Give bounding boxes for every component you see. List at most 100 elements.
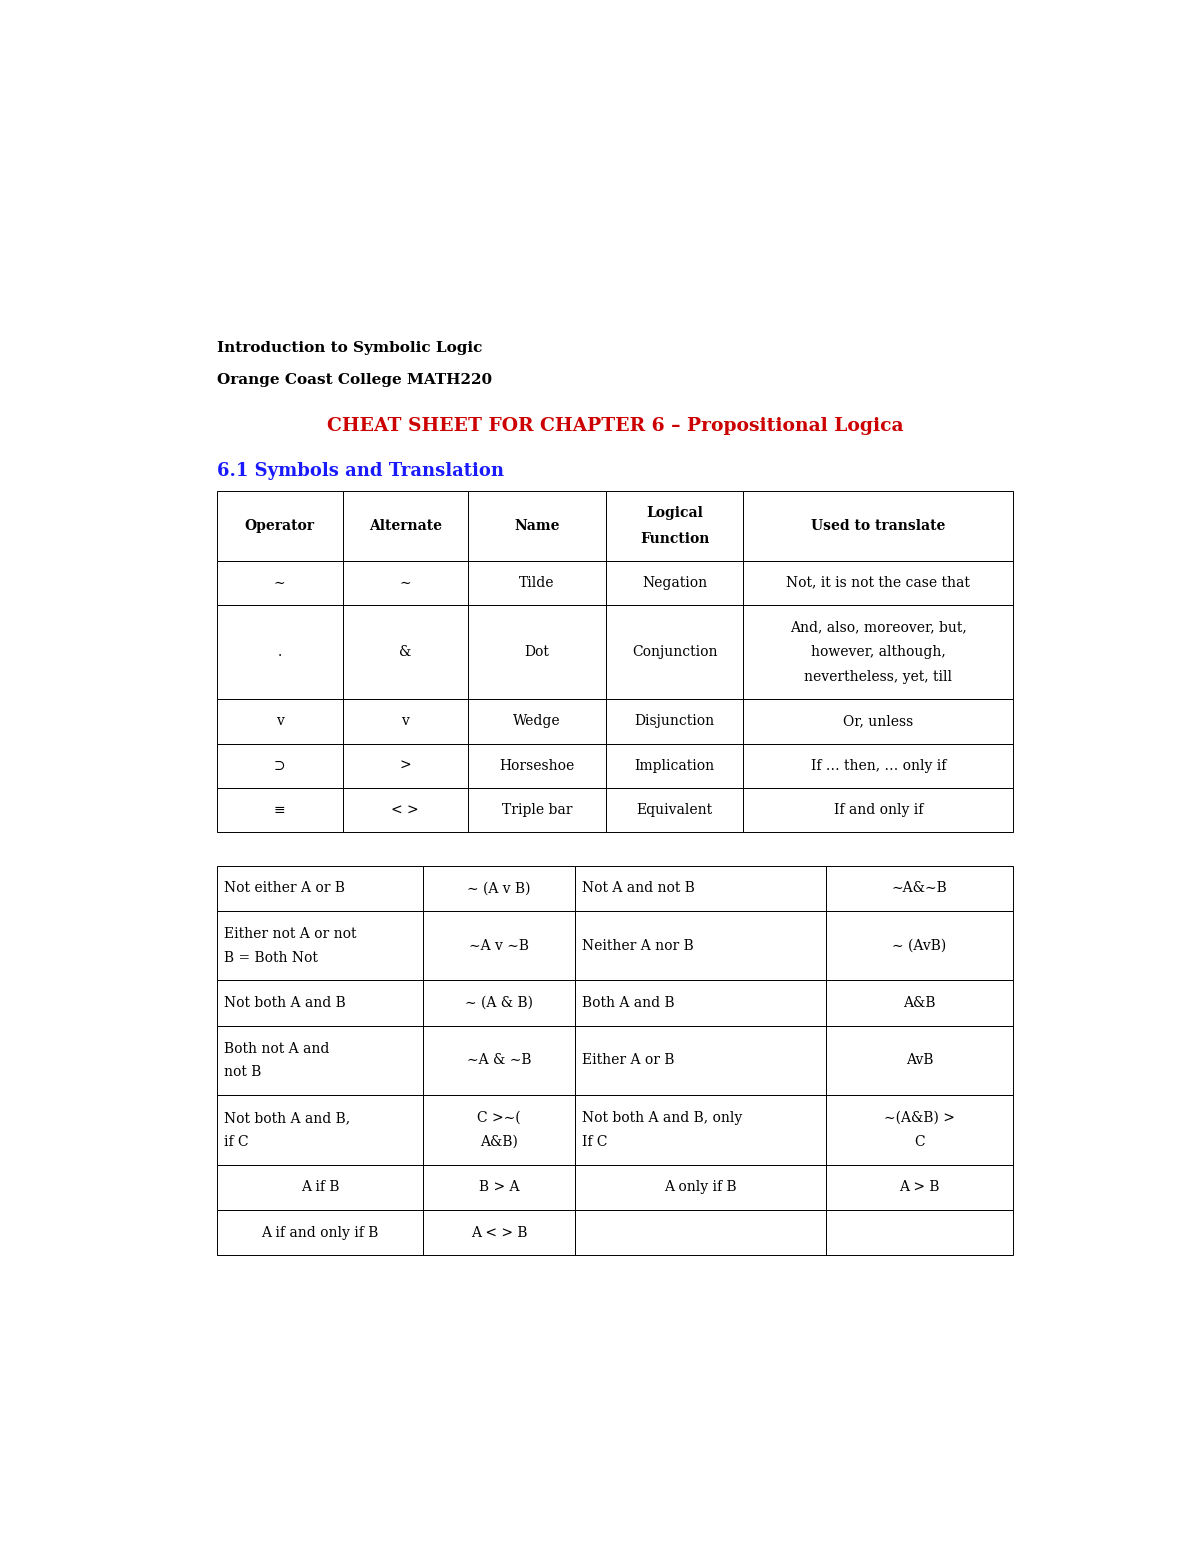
Text: ∼ (AvB): ∼ (AvB) xyxy=(893,938,947,952)
Bar xyxy=(468,699,606,744)
Bar xyxy=(826,1095,1013,1165)
Bar xyxy=(217,699,342,744)
Text: ⊃: ⊃ xyxy=(274,759,286,773)
Text: Negation: Negation xyxy=(642,576,707,590)
Text: ∼: ∼ xyxy=(274,576,286,590)
Text: Function: Function xyxy=(640,531,709,545)
Bar xyxy=(826,1165,1013,1210)
Text: A if B: A if B xyxy=(301,1180,340,1194)
Text: 6.1 Symbols and Translation: 6.1 Symbols and Translation xyxy=(217,461,504,480)
Text: ≡: ≡ xyxy=(274,803,286,817)
Text: If and only if: If and only if xyxy=(834,803,923,817)
Text: >: > xyxy=(400,759,412,773)
Text: Orange Coast College MATH220: Orange Coast College MATH220 xyxy=(217,373,492,387)
Text: < >: < > xyxy=(391,803,419,817)
Text: ∼(A&B) >: ∼(A&B) > xyxy=(884,1110,955,1124)
Bar xyxy=(743,491,1013,561)
Text: ∼A&∼B: ∼A&∼B xyxy=(892,881,948,895)
Bar xyxy=(743,561,1013,604)
Text: .: . xyxy=(277,644,282,658)
Bar xyxy=(342,744,468,787)
Bar xyxy=(826,1210,1013,1255)
Bar xyxy=(217,491,342,561)
Text: Not both A and B,: Not both A and B, xyxy=(224,1110,350,1124)
Text: A > B: A > B xyxy=(899,1180,940,1194)
Bar xyxy=(826,912,1013,980)
Text: B = Both Not: B = Both Not xyxy=(224,950,318,964)
Bar xyxy=(217,865,424,912)
Text: Implication: Implication xyxy=(635,759,714,773)
Bar xyxy=(606,491,743,561)
Text: Used to translate: Used to translate xyxy=(811,519,946,533)
Text: Or, unless: Or, unless xyxy=(844,714,913,728)
Text: &: & xyxy=(400,644,412,658)
Bar xyxy=(217,787,342,832)
Bar xyxy=(424,1210,575,1255)
Text: if C: if C xyxy=(224,1135,250,1149)
Text: If … then, … only if: If … then, … only if xyxy=(810,759,946,773)
Bar xyxy=(575,1027,826,1095)
Bar xyxy=(424,912,575,980)
Text: however, although,: however, although, xyxy=(811,644,946,658)
Bar xyxy=(826,980,1013,1027)
Text: C: C xyxy=(914,1135,925,1149)
Bar xyxy=(424,865,575,912)
Bar xyxy=(826,865,1013,912)
Bar xyxy=(217,561,342,604)
Text: A only if B: A only if B xyxy=(665,1180,737,1194)
Bar xyxy=(217,1210,424,1255)
Bar xyxy=(342,561,468,604)
Text: Not A and not B: Not A and not B xyxy=(582,881,695,895)
Bar xyxy=(575,865,826,912)
Text: nevertheless, yet, till: nevertheless, yet, till xyxy=(804,671,952,685)
Text: AvB: AvB xyxy=(906,1053,934,1067)
Text: If C: If C xyxy=(582,1135,608,1149)
Bar xyxy=(606,787,743,832)
Text: ∼: ∼ xyxy=(400,576,412,590)
Text: Introduction to Symbolic Logic: Introduction to Symbolic Logic xyxy=(217,340,482,354)
Text: ∼ (A v B): ∼ (A v B) xyxy=(468,881,530,895)
Bar xyxy=(575,980,826,1027)
Text: Equivalent: Equivalent xyxy=(636,803,713,817)
Text: ∼ (A & B): ∼ (A & B) xyxy=(466,995,533,1009)
Text: Triple bar: Triple bar xyxy=(502,803,572,817)
Bar xyxy=(575,1210,826,1255)
Text: Tilde: Tilde xyxy=(520,576,554,590)
Bar xyxy=(342,606,468,699)
Bar xyxy=(606,744,743,787)
Text: ∼A & ∼B: ∼A & ∼B xyxy=(467,1053,532,1067)
Bar xyxy=(217,606,342,699)
Bar xyxy=(826,1027,1013,1095)
Text: Wedge: Wedge xyxy=(514,714,560,728)
Bar xyxy=(575,1165,826,1210)
Bar xyxy=(743,606,1013,699)
Bar xyxy=(606,561,743,604)
Text: A&B): A&B) xyxy=(480,1135,518,1149)
Text: Disjunction: Disjunction xyxy=(635,714,714,728)
Bar xyxy=(217,744,342,787)
Bar xyxy=(468,561,606,604)
Text: Name: Name xyxy=(514,519,559,533)
Bar xyxy=(606,699,743,744)
Text: Dot: Dot xyxy=(524,644,550,658)
Bar xyxy=(468,491,606,561)
Bar xyxy=(468,744,606,787)
Text: Operator: Operator xyxy=(245,519,314,533)
Text: And, also, moreover, but,: And, also, moreover, but, xyxy=(790,620,966,634)
Bar xyxy=(217,1165,424,1210)
Text: Both not A and: Both not A and xyxy=(224,1042,330,1056)
Bar xyxy=(342,787,468,832)
Bar xyxy=(575,1095,826,1165)
Text: A if and only if B: A if and only if B xyxy=(262,1225,379,1239)
Text: Either A or B: Either A or B xyxy=(582,1053,674,1067)
Text: Conjunction: Conjunction xyxy=(631,644,718,658)
Text: Not either A or B: Not either A or B xyxy=(224,881,346,895)
Text: B > A: B > A xyxy=(479,1180,520,1194)
Bar xyxy=(342,699,468,744)
Bar xyxy=(424,980,575,1027)
Bar xyxy=(424,1165,575,1210)
Text: v: v xyxy=(401,714,409,728)
Text: Not both A and B, only: Not both A and B, only xyxy=(582,1110,743,1124)
Bar xyxy=(743,699,1013,744)
Bar xyxy=(217,912,424,980)
